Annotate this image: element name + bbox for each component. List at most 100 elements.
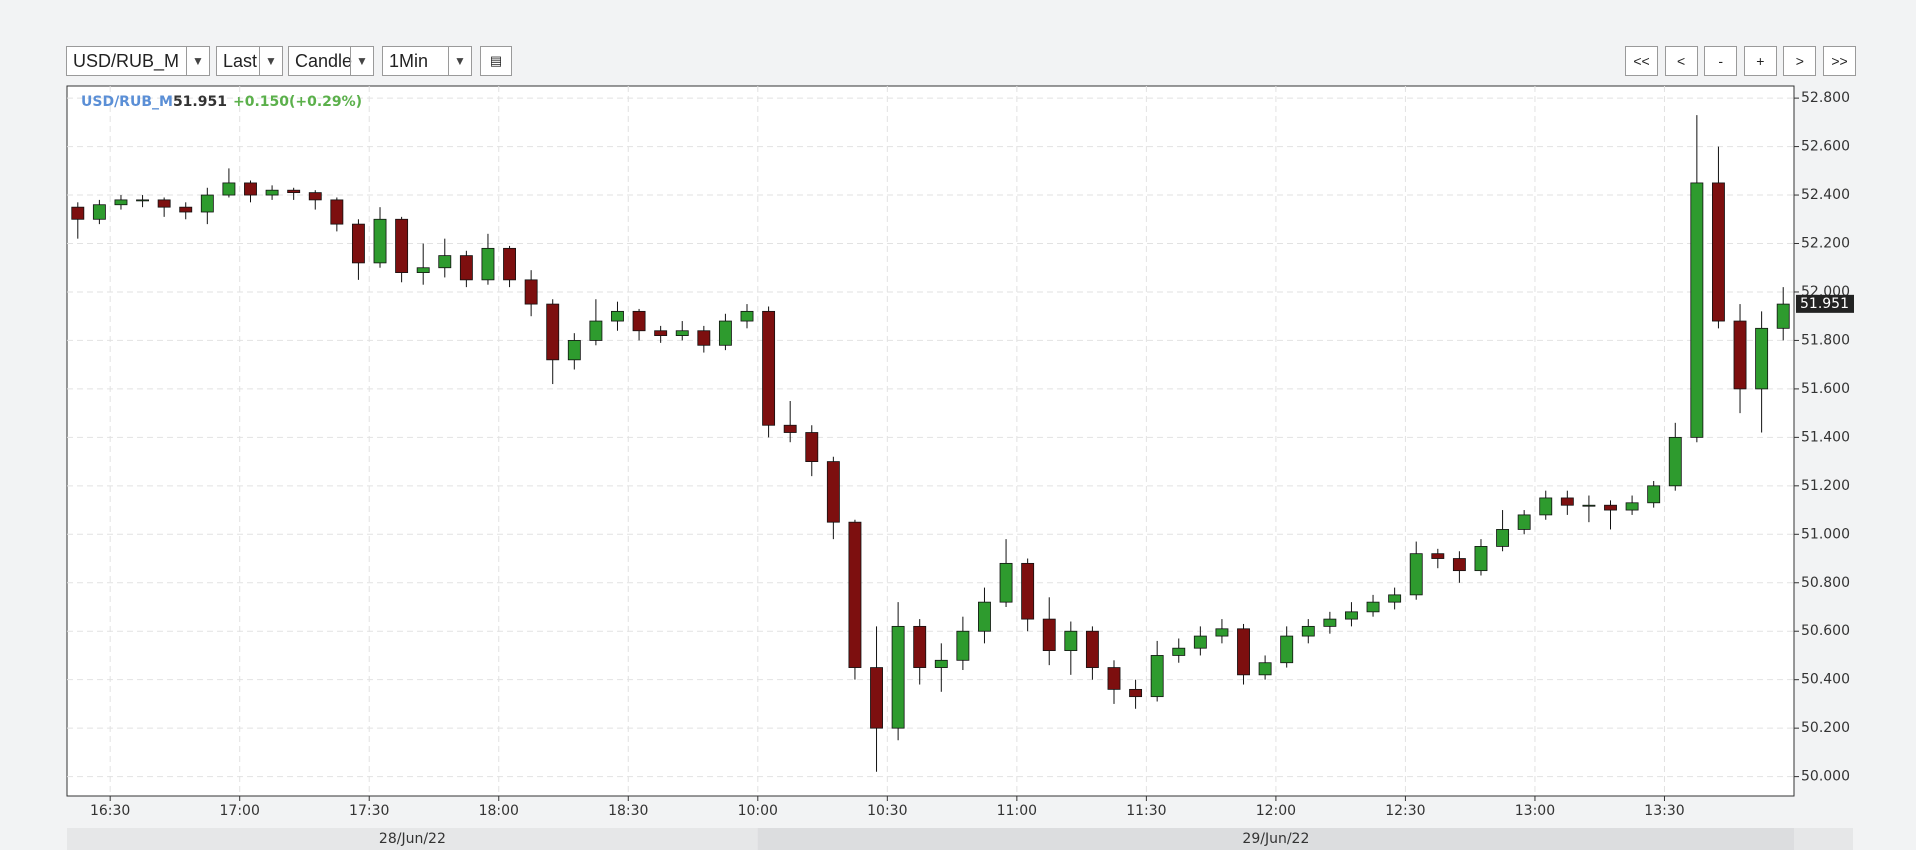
y-tick-label: 50.800 (1801, 575, 1850, 591)
table-button[interactable]: ▤ (480, 46, 512, 76)
candle-body (351, 223, 365, 264)
header-last: 51.951 (173, 94, 227, 110)
nav-button[interactable]: >> (1823, 46, 1856, 76)
candle-body (71, 206, 85, 220)
candle-body (481, 247, 495, 281)
candle-body (1064, 630, 1078, 652)
symbol-text: USD/RUB_M (73, 51, 180, 71)
interval-select[interactable]: 1Min ▼ (382, 46, 472, 76)
candle-body (1496, 529, 1510, 547)
candle-body (1301, 625, 1315, 637)
x-tick-label: 13:30 (1644, 803, 1684, 819)
x-tick-label: 16:30 (90, 803, 130, 819)
style-text: Candle (295, 51, 353, 71)
candle-body (330, 199, 344, 225)
price-type-text: Last (223, 51, 258, 71)
candle-body (1388, 594, 1402, 603)
candle-body (783, 424, 797, 433)
x-tick-label: 18:30 (608, 803, 648, 819)
x-tick-label: 12:00 (1256, 803, 1296, 819)
interval-text: 1Min (389, 51, 429, 71)
y-tick-label: 52.400 (1801, 187, 1850, 203)
candle-body (157, 199, 171, 208)
candle-body (1129, 688, 1143, 698)
candle-body (567, 340, 581, 361)
candle-body (589, 320, 603, 341)
dropdown-arrow: ▼ (186, 47, 209, 75)
candle-body (1776, 303, 1790, 329)
candle-body (632, 310, 646, 332)
date-label: 29/Jun/22 (1242, 831, 1309, 847)
candle-body (503, 247, 516, 281)
dropdown-arrow: ▼ (259, 47, 282, 75)
candle-body (1517, 514, 1531, 530)
candle-body (265, 189, 279, 196)
candle-body (1604, 504, 1617, 511)
candle-body (438, 255, 452, 269)
candle-body (1085, 630, 1099, 668)
candle-body (999, 562, 1013, 603)
candle-body (1452, 558, 1466, 572)
x-tick-label: 12:30 (1385, 803, 1425, 819)
candle-body (546, 303, 560, 361)
symbol-select[interactable]: USD/RUB_M ▼ (66, 46, 210, 76)
x-tick-label: 17:00 (220, 803, 260, 819)
candle-body (1733, 320, 1747, 390)
candle-body (826, 461, 840, 523)
style-select[interactable]: Candle ▼ (288, 46, 374, 76)
candle-body (459, 255, 473, 281)
candle-body (1366, 601, 1380, 613)
plot-area (66, 85, 1795, 797)
candle-body (1258, 662, 1272, 676)
y-tick-label: 51.400 (1801, 429, 1850, 445)
nav-button[interactable]: > (1783, 46, 1817, 76)
nav-button[interactable]: < (1664, 46, 1698, 76)
candle-body (1711, 182, 1725, 322)
candle-body (805, 432, 819, 462)
candle-body (308, 192, 322, 201)
y-tick-label: 51.800 (1801, 332, 1850, 348)
candle-body (913, 625, 927, 668)
price-type-select[interactable]: Last ▼ (216, 46, 283, 76)
dropdown-arrow: ▼ (448, 47, 471, 75)
x-tick-label: 10:00 (738, 803, 778, 819)
candle-body (179, 206, 193, 213)
nav-button[interactable]: - (1704, 46, 1738, 76)
x-tick-label: 11:30 (1126, 803, 1166, 819)
candle-body (1107, 667, 1121, 690)
candle-body (1215, 628, 1229, 637)
candle-body (1237, 628, 1250, 676)
candle-body (287, 189, 301, 194)
date-band (757, 828, 1794, 850)
candle-body (1755, 327, 1769, 390)
candle-body (870, 667, 883, 729)
candle-body (373, 218, 387, 264)
candle-body (934, 659, 948, 668)
candle-body (1582, 504, 1596, 507)
y-tick-label: 52.600 (1801, 139, 1850, 155)
candle-body (114, 199, 128, 206)
nav-button[interactable]: + (1743, 46, 1777, 76)
dropdown-arrow: ▼ (350, 47, 373, 75)
candle-body (1539, 497, 1553, 516)
x-tick-label: 11:00 (997, 803, 1037, 819)
y-tick-label: 52.800 (1801, 90, 1850, 106)
x-tick-label: 17:30 (349, 803, 389, 819)
candle-body (1668, 436, 1682, 487)
candle-body (1625, 502, 1639, 511)
candle-body (848, 521, 862, 668)
candle-body (675, 330, 689, 336)
candle-body (1323, 618, 1337, 627)
y-tick-label: 50.600 (1801, 623, 1850, 639)
y-tick-label: 51.000 (1801, 526, 1850, 542)
candle-body (956, 630, 970, 661)
x-tick-label: 13:00 (1515, 803, 1555, 819)
y-tick-label: 51.200 (1801, 478, 1850, 494)
y-tick-label: 50.000 (1801, 769, 1850, 785)
nav-button[interactable]: << (1625, 46, 1658, 76)
candle-body (222, 182, 236, 196)
y-tick-label: 50.200 (1801, 720, 1850, 736)
candle-body (891, 625, 905, 729)
y-tick-label: 52.200 (1801, 236, 1850, 252)
